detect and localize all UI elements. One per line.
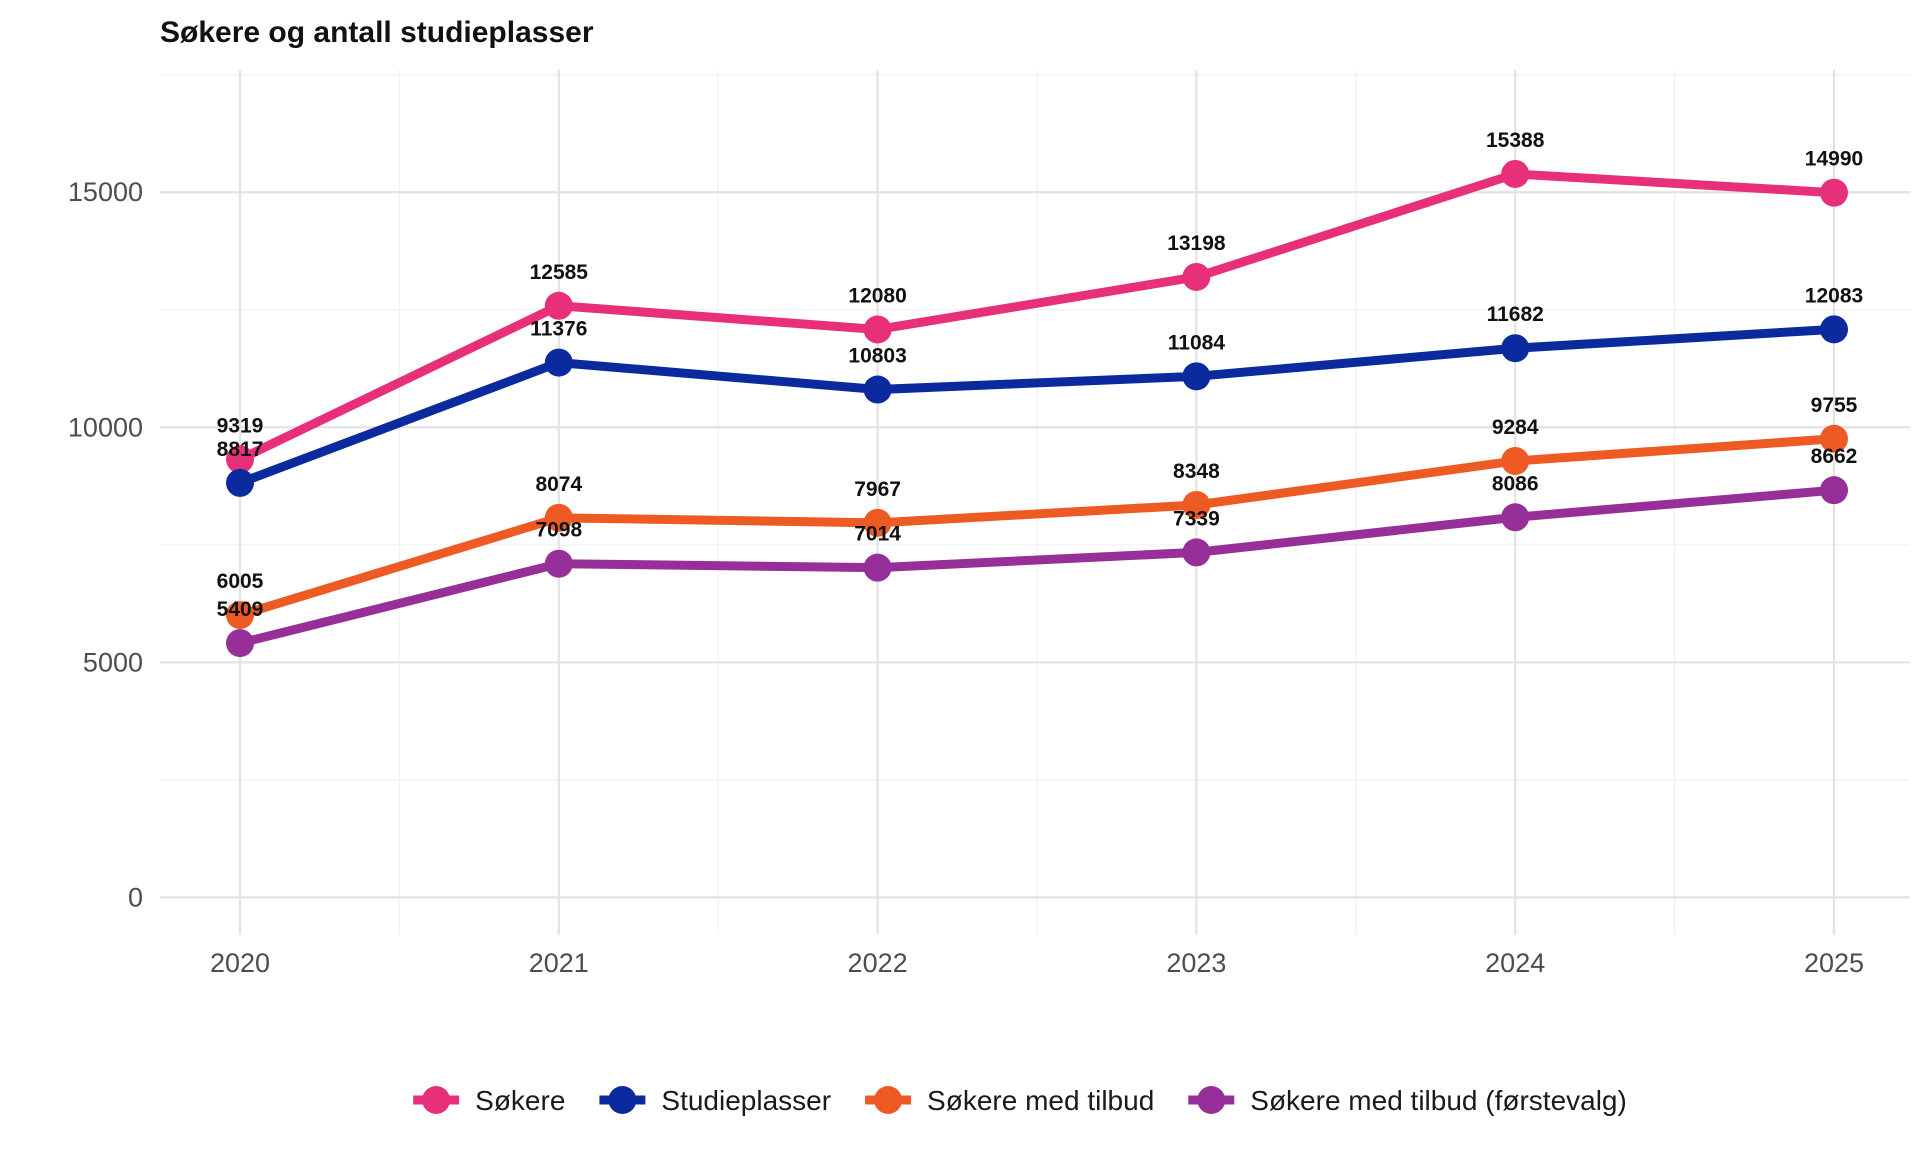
legend-key-marker (1197, 1086, 1226, 1114)
data-label: 12080 (848, 285, 906, 308)
y-tick-label: 0 (128, 882, 143, 912)
legend-label: Søkere med tilbud (927, 1085, 1154, 1116)
data-label: 7098 (535, 519, 582, 542)
data-labels: 9319 12585 12080 13198 15388 14990 8817 11376 10… (217, 129, 1864, 621)
data-label: 9755 (1811, 394, 1858, 417)
data-label: 11084 (1168, 331, 1226, 354)
legend-label: Søkere (475, 1085, 565, 1116)
data-point (1182, 262, 1211, 291)
data-label: 10803 (848, 345, 906, 368)
data-label: 6005 (217, 570, 264, 593)
data-point (226, 601, 254, 630)
data-label: 9284 (1492, 416, 1539, 439)
data-point (1501, 446, 1530, 475)
data-label: 7014 (854, 523, 901, 546)
y-tick-label: 15000 (68, 177, 143, 207)
data-label: 9319 (217, 414, 264, 437)
axes: 0 5000 10000 15000 2020 2021 2022 2023 2024 2025 (68, 177, 1864, 978)
series-line (235, 485, 1839, 648)
data-label: 7339 (1173, 507, 1220, 530)
data-point (226, 629, 254, 658)
data-point (1820, 424, 1848, 453)
data-point (1501, 503, 1530, 532)
x-tick-label: 2021 (529, 948, 589, 978)
x-tick-label: 2022 (848, 948, 908, 978)
series-line (235, 434, 1839, 620)
data-point (544, 291, 573, 320)
data-point (863, 315, 892, 344)
series-line (235, 324, 1839, 488)
data-point (1182, 490, 1211, 519)
legend-key-marker (608, 1086, 637, 1114)
x-tick-label: 2025 (1804, 948, 1864, 978)
y-tick-label: 10000 (68, 412, 143, 442)
data-point (544, 348, 573, 377)
data-point (863, 508, 892, 537)
data-point (544, 549, 573, 578)
legend-label: Studieplasser (661, 1085, 831, 1116)
data-point (1501, 159, 1530, 188)
legend-item: Søkere med tilbud (førstevalg) (1188, 1085, 1627, 1116)
data-point (1820, 476, 1848, 505)
legend-item: Søkere med tilbud (865, 1085, 1154, 1116)
data-label: 8817 (217, 438, 264, 461)
data-point (863, 375, 892, 404)
data-label: 15388 (1486, 129, 1545, 152)
data-label: 8662 (1811, 445, 1858, 468)
legend-key-marker (422, 1086, 451, 1114)
series-line (235, 169, 1839, 464)
x-tick-label: 2023 (1166, 948, 1226, 978)
data-label: 12585 (530, 261, 589, 284)
data-label: 8074 (535, 473, 582, 496)
data-point (544, 503, 573, 532)
chart-title: Søkere og antall studieplasser (160, 16, 594, 49)
data-point (863, 553, 892, 582)
x-tick-label: 2024 (1485, 948, 1545, 978)
legend-label: Søkere med tilbud (førstevalg) (1250, 1085, 1627, 1116)
data-label: 11682 (1487, 303, 1544, 326)
legend-item: Søkere (413, 1085, 565, 1116)
data-label: 11376 (530, 318, 587, 341)
data-point (226, 468, 254, 497)
data-point (1182, 362, 1211, 391)
data-point (1182, 538, 1211, 567)
legend-key-marker (874, 1086, 903, 1114)
legend-item: Studieplasser (599, 1085, 831, 1116)
data-point (226, 445, 254, 474)
series (226, 159, 1848, 658)
data-label: 8086 (1492, 472, 1539, 495)
data-label: 8348 (1173, 460, 1220, 483)
x-tick-label: 2020 (210, 948, 270, 978)
data-label: 5409 (217, 598, 264, 621)
data-label: 13198 (1167, 232, 1226, 255)
y-tick-label: 5000 (83, 647, 143, 677)
legend: Søkere Studieplasser Søkere med tilbud Søke… (413, 1085, 1627, 1116)
data-point (1501, 334, 1530, 363)
data-point (1820, 178, 1848, 207)
data-label: 7967 (854, 478, 901, 501)
data-label: 12083 (1805, 284, 1863, 307)
data-point (1820, 315, 1848, 344)
data-label: 14990 (1805, 148, 1863, 171)
